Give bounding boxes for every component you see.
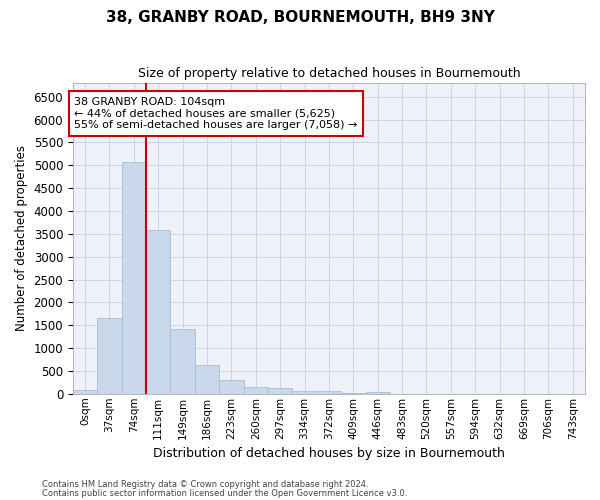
- Y-axis label: Number of detached properties: Number of detached properties: [15, 146, 28, 332]
- Text: 38 GRANBY ROAD: 104sqm
← 44% of detached houses are smaller (5,625)
55% of semi-: 38 GRANBY ROAD: 104sqm ← 44% of detached…: [74, 97, 358, 130]
- X-axis label: Distribution of detached houses by size in Bournemouth: Distribution of detached houses by size …: [153, 447, 505, 460]
- Bar: [97, 318, 122, 394]
- Bar: [244, 386, 268, 394]
- Bar: [365, 392, 390, 394]
- Bar: [317, 392, 341, 394]
- Text: 38, GRANBY ROAD, BOURNEMOUTH, BH9 3NY: 38, GRANBY ROAD, BOURNEMOUTH, BH9 3NY: [106, 10, 494, 25]
- Bar: [73, 390, 97, 394]
- Title: Size of property relative to detached houses in Bournemouth: Size of property relative to detached ho…: [137, 68, 520, 80]
- Bar: [122, 162, 146, 394]
- Bar: [146, 230, 170, 394]
- Bar: [195, 366, 219, 394]
- Bar: [292, 390, 317, 394]
- Bar: [268, 388, 292, 394]
- Text: Contains HM Land Registry data © Crown copyright and database right 2024.: Contains HM Land Registry data © Crown c…: [42, 480, 368, 489]
- Bar: [219, 380, 244, 394]
- Text: Contains public sector information licensed under the Open Government Licence v3: Contains public sector information licen…: [42, 488, 407, 498]
- Bar: [170, 328, 195, 394]
